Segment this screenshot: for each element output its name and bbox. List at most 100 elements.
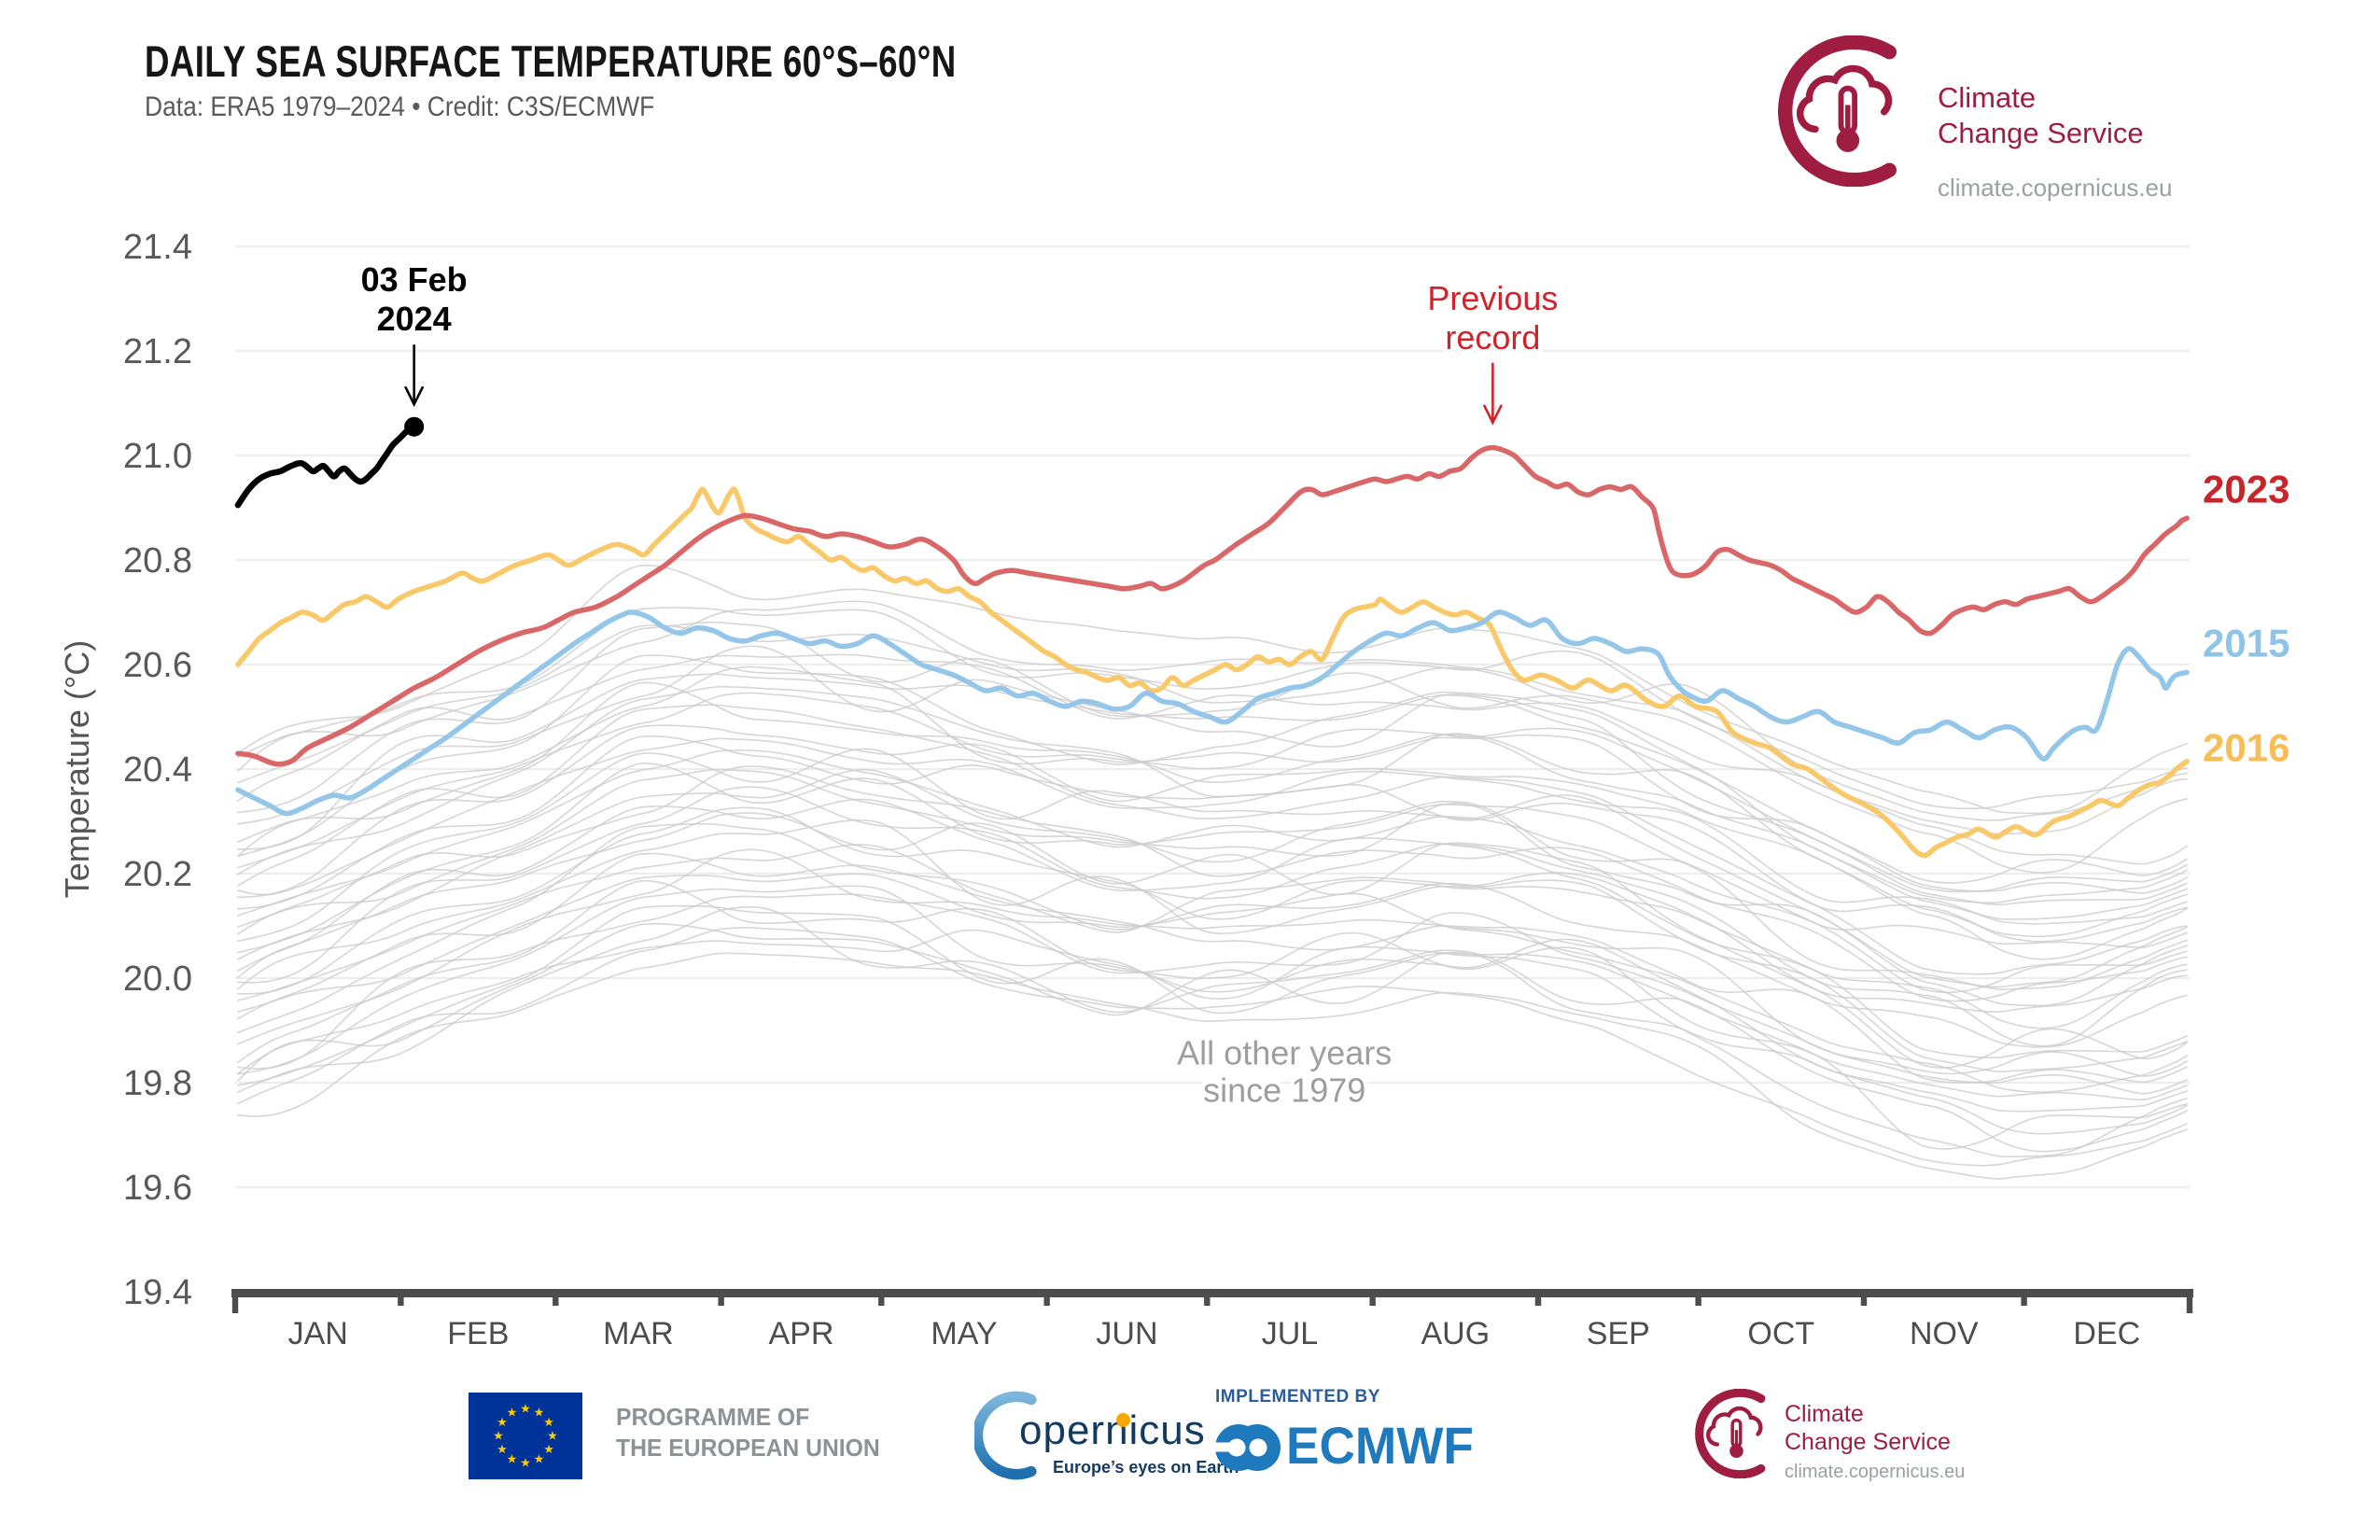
c3s-service-name: Climate Change Service <box>1938 81 2144 149</box>
eu-flag-stars: ★ ★★ ★★★ ★★★ ★★★ <box>493 1402 558 1470</box>
y-tick-label: 19.4 <box>123 1273 192 1312</box>
x-axis-tick <box>1860 1291 1868 1306</box>
x-axis-tick <box>553 1291 559 1306</box>
other-year-line <box>237 645 2188 893</box>
other-year-line <box>237 904 2188 1150</box>
x-axis-tick <box>398 1291 404 1306</box>
copernicus-wordmark[interactable]: opernicus <box>1019 1407 1206 1453</box>
x-tick-label-month: SEP <box>1587 1316 1650 1351</box>
page-title: DAILY SEA SURFACE TEMPERATURE 60°S–60°N <box>145 36 957 86</box>
x-axis-tick <box>718 1291 724 1306</box>
x-tick-label-month: JUN <box>1096 1316 1157 1351</box>
eu-flag-icon[interactable]: ★ ★★ ★★★ ★★★ ★★★ <box>469 1393 582 1479</box>
svg-text:★: ★ <box>507 1452 518 1466</box>
x-tick-label-month: NOV <box>1910 1316 1979 1351</box>
other-year-line <box>237 624 2188 821</box>
other-year-line <box>237 673 2188 884</box>
annotation-date-2024-text: 03 Feb <box>361 260 468 299</box>
other-year-line <box>237 905 2188 1153</box>
c3s-logo-top[interactable]: Climate Change Service climate.copernicus… <box>1771 32 2294 209</box>
svg-text:★: ★ <box>520 1402 531 1416</box>
eu-programme-label: PROGRAMME OF THE EUROPEAN UNION <box>616 1403 880 1462</box>
y-tick-label: 20.8 <box>123 541 192 581</box>
annotation-previous-record-text: Previous <box>1427 279 1558 317</box>
other-year-line <box>237 844 2188 1069</box>
svg-text:★: ★ <box>543 1442 554 1456</box>
x-axis-tick <box>1534 1291 1542 1306</box>
y-tick-label: 20.0 <box>123 959 192 999</box>
x-tick-label-month: MAY <box>931 1316 997 1351</box>
ecmwf-implemented-by-label: IMPLEMENTED BY <box>1215 1387 1380 1407</box>
x-axis-tick <box>231 1291 239 1313</box>
ecmwf-globe-icon <box>1213 1424 1281 1471</box>
y-axis-title: Temperature (°C) <box>58 640 96 898</box>
y-tick-label: 20.2 <box>123 855 192 894</box>
annotation-date-2024-arrowhead <box>404 385 424 408</box>
other-year-line <box>237 564 2188 815</box>
svg-text:★: ★ <box>547 1429 558 1443</box>
page-subtitle: Data: ERA5 1979–2024 • Credit: C3S/ECMWF <box>145 91 655 122</box>
copernicus-swoosh-icon <box>974 1391 1037 1480</box>
x-axis-tick <box>1043 1291 1050 1306</box>
x-axis-line <box>231 1289 2193 1297</box>
other-year-line <box>237 735 2188 975</box>
other-year-line <box>237 724 2188 960</box>
x-tick-label-month: FEB <box>447 1316 509 1351</box>
svg-text:★: ★ <box>543 1415 554 1429</box>
other-year-line <box>237 749 2188 948</box>
annotation-other-years-label-text: All other years <box>1177 1033 1392 1071</box>
copernicus-orange-dot-icon <box>1116 1413 1130 1427</box>
svg-text:★: ★ <box>520 1456 531 1470</box>
svg-text:★: ★ <box>507 1405 518 1419</box>
y-tick-label: 19.8 <box>123 1064 192 1103</box>
x-axis-tick <box>2186 1291 2193 1313</box>
svg-text:★: ★ <box>497 1415 508 1429</box>
c3s-url-link[interactable]: climate.copernicus.eu <box>1785 1462 1966 1482</box>
c3s-service-name: Climate Change Service <box>1785 1401 1951 1455</box>
series-label-2015: 2015 <box>2203 622 2289 665</box>
c3s-cloud-thermometer-icon <box>1691 1389 1781 1478</box>
series-label-2016: 2016 <box>2203 726 2289 770</box>
other-year-line <box>237 812 2188 1013</box>
other-year-line <box>237 929 2188 1158</box>
other-year-line <box>237 822 2188 1048</box>
other-year-line <box>237 621 2188 874</box>
other-year-line <box>237 685 2188 938</box>
y-tick-label: 20.4 <box>123 750 192 790</box>
x-axis-tick <box>1204 1291 1211 1306</box>
x-axis-tick <box>878 1291 885 1306</box>
other-year-line <box>237 737 2188 925</box>
ecmwf-wordmark[interactable]: ECMWF <box>1286 1416 1474 1475</box>
other-year-line <box>237 681 2188 920</box>
other-year-line <box>237 852 2188 1084</box>
other-year-line <box>237 786 2188 1047</box>
x-axis-tick <box>2021 1291 2027 1306</box>
other-year-line <box>237 600 2188 835</box>
other-year-line <box>237 952 2188 1180</box>
other-year-line <box>237 922 2188 1135</box>
other-year-line <box>237 768 2188 1007</box>
x-axis-tick <box>1369 1291 1376 1306</box>
series-2024-line <box>234 423 417 509</box>
series-2023-line <box>235 444 2190 767</box>
svg-text:★: ★ <box>534 1452 545 1466</box>
y-tick-label: 21.0 <box>123 437 192 476</box>
other-year-line <box>237 607 2188 810</box>
copernicus-tagline: Europe’s eyes on Earth <box>1053 1458 1239 1477</box>
other-year-line <box>237 879 2188 1101</box>
other-year-line <box>237 927 2188 1167</box>
other-year-line <box>237 748 2188 988</box>
other-year-line <box>237 798 2188 1029</box>
other-year-line <box>237 893 2188 1095</box>
annotation-previous-record-text: record <box>1445 318 1540 357</box>
c3s-url-link[interactable]: climate.copernicus.eu <box>1938 174 2173 202</box>
other-year-line <box>237 704 2188 943</box>
svg-text:★: ★ <box>534 1405 545 1419</box>
annotation-date-2024-text: 2024 <box>377 300 452 338</box>
y-tick-label: 19.6 <box>123 1169 192 1208</box>
x-tick-label-month: MAR <box>603 1316 674 1351</box>
x-tick-label-month: OCT <box>1747 1316 1814 1351</box>
y-tick-label: 21.4 <box>123 228 192 267</box>
other-year-line <box>237 885 2188 1113</box>
